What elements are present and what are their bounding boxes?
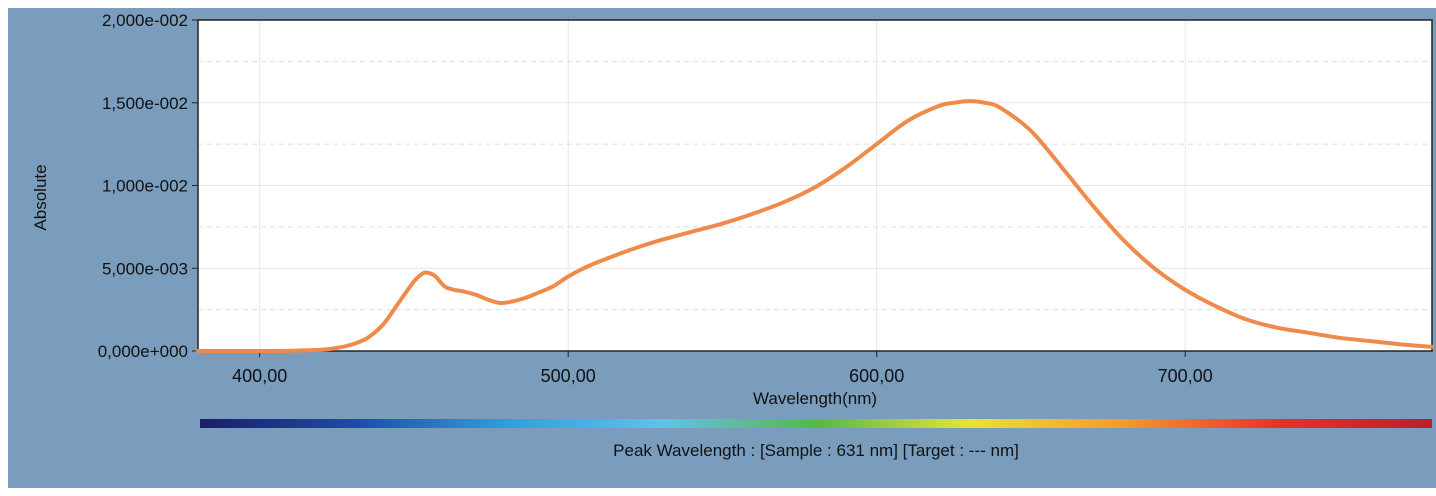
y-axis-label: Absolute <box>31 164 50 230</box>
y-tick-label: 2,000e-002 <box>102 11 188 30</box>
spectrum-color-bar <box>200 419 1432 428</box>
x-axis-label: Wavelength(nm) <box>753 389 877 408</box>
x-tick-label: 700,00 <box>1158 366 1213 386</box>
chart-panel: 0,000e+000 5,000e-003 1,000e-002 1,500e-002… <box>8 8 1436 488</box>
y-tick-label: 1,500e-002 <box>102 94 188 113</box>
y-tick-label: 0,000e+000 <box>98 342 188 361</box>
x-tick-label: 500,00 <box>541 366 596 386</box>
x-tick-label: 600,00 <box>849 366 904 386</box>
spectrum-series-line <box>196 99 1434 354</box>
peak-wavelength-caption: Peak Wavelength : [Sample : 631 nm] [Tar… <box>613 441 1019 460</box>
y-tick-label: 5,000e-003 <box>102 259 188 278</box>
spectrum-chart: 0,000e+000 5,000e-003 1,000e-002 1,500e-002… <box>31 11 1434 428</box>
x-tick-label: 400,00 <box>232 366 287 386</box>
y-tick-label: 1,000e-002 <box>102 177 188 196</box>
